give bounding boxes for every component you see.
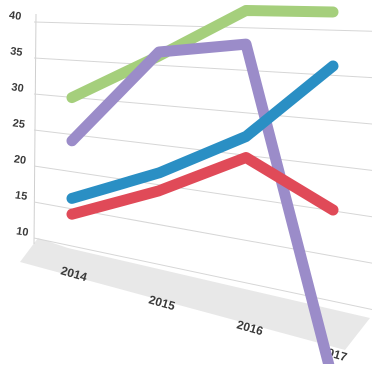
gridline-20 — [33, 165, 372, 218]
chart-floor — [20, 238, 370, 350]
y-tick-label: 20 — [13, 153, 27, 167]
y-tick-label: 10 — [15, 225, 29, 239]
series-lines — [66, 5, 339, 364]
gridline-40 — [33, 21, 372, 32]
series-line-3 — [66, 60, 339, 204]
y-tick-label: 35 — [9, 45, 23, 59]
series-line-4 — [66, 152, 339, 220]
series-line-1 — [66, 5, 339, 104]
series-line-2 — [66, 38, 335, 364]
y-tick-label: 30 — [11, 81, 25, 95]
y-tick-label: 15 — [14, 189, 28, 203]
y-tick-label: 40 — [8, 9, 22, 23]
y-axis-line — [33, 13, 37, 245]
y-axis-ticks: 10 15 20 25 30 35 40 — [8, 9, 29, 239]
gridline-30 — [33, 93, 372, 125]
y-tick-label: 25 — [12, 117, 26, 131]
